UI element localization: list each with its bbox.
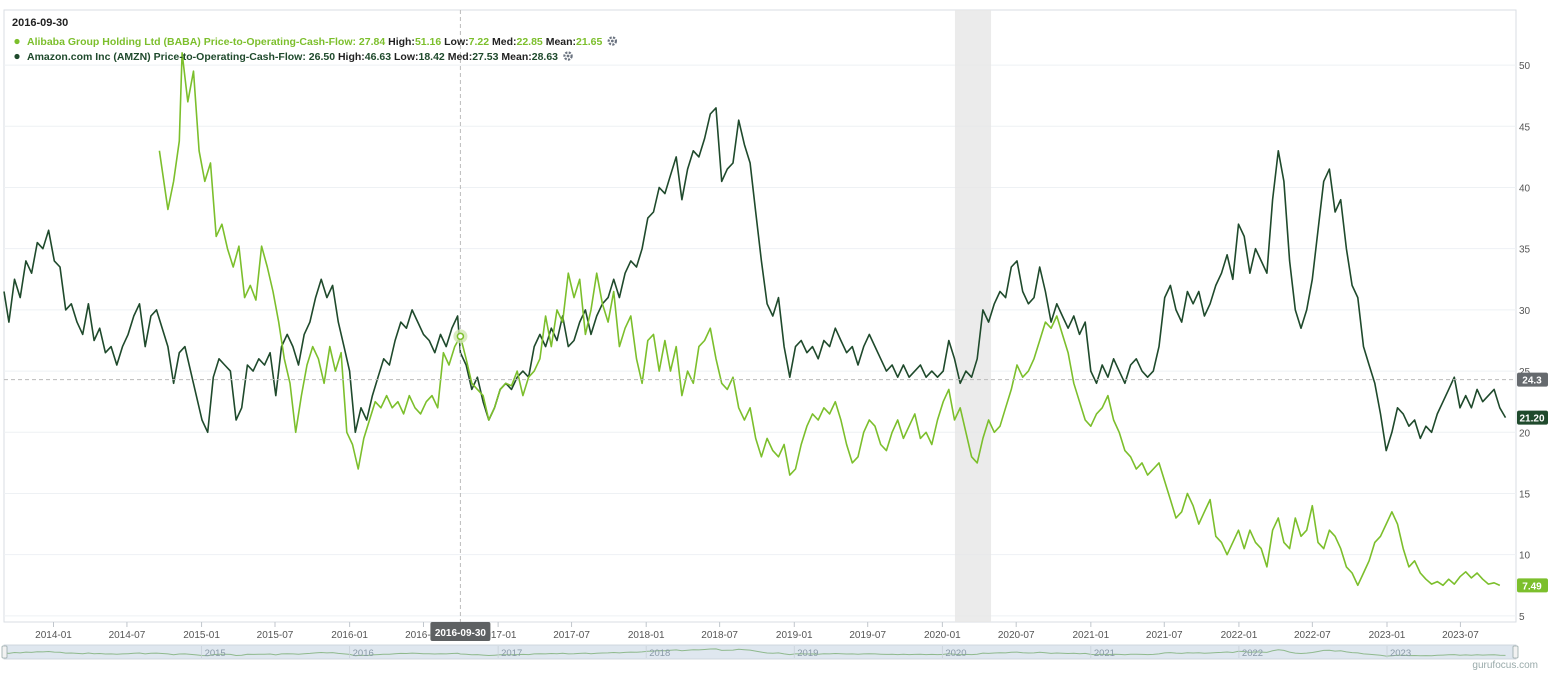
last-value-label-baba: 7.49 xyxy=(1522,581,1542,592)
navigator-year-label: 2016 xyxy=(353,648,374,659)
legend-item-amzn[interactable]: Amazon.com Inc (AMZN) Price-to-Operating… xyxy=(14,51,573,63)
x-tick-label: 2014-07 xyxy=(109,630,146,641)
legend-low-label: Low: xyxy=(391,51,418,63)
legend-label: Amazon.com Inc (AMZN) Price-to-Operating… xyxy=(27,51,558,63)
y-tick-label: 15 xyxy=(1519,489,1531,500)
date-tooltip-label: 2016-09-30 xyxy=(435,628,487,639)
legend-mean: 28.63 xyxy=(532,51,558,63)
x-tick-label: 2020-07 xyxy=(998,630,1035,641)
navigator-year-label: 2019 xyxy=(797,648,818,659)
x-tick-label: 2020-01 xyxy=(924,630,961,641)
last-value-badge-baba xyxy=(1517,578,1548,593)
legend-high: 51.16 xyxy=(415,36,441,48)
legend-med: 27.53 xyxy=(472,51,498,63)
x-tick-label: 2014-01 xyxy=(35,630,72,641)
legend-low: 18.42 xyxy=(419,51,445,63)
legend-mean-label: Mean: xyxy=(498,51,531,63)
x-tick-label: 2023-01 xyxy=(1369,630,1406,641)
last-value-badge-amzn xyxy=(1517,410,1548,425)
legend: Alibaba Group Holding Ltd (BABA) Price-t… xyxy=(14,36,618,63)
legend-settings-gear-icon[interactable] xyxy=(607,36,618,46)
legend-high-label: High: xyxy=(335,51,365,63)
legend-label: Alibaba Group Holding Ltd (BABA) Price-t… xyxy=(27,36,356,48)
y-tick-label: 10 xyxy=(1519,551,1531,562)
last-value-badges: 7.49 21.20 xyxy=(1517,410,1548,593)
x-tick-label: 2019-01 xyxy=(776,630,813,641)
last-value-label-amzn: 21.20 xyxy=(1519,414,1544,425)
y-tick-label: 45 xyxy=(1519,122,1531,133)
y-tick-label: 30 xyxy=(1519,306,1531,317)
y-tick-label: 5 xyxy=(1519,612,1525,623)
x-tick-label: 2017-01 xyxy=(480,630,517,641)
series-line-amzn xyxy=(3,107,1507,452)
legend-med-label: Med: xyxy=(489,36,516,48)
navigator-year-label: 2015 xyxy=(205,648,226,659)
x-axis: 2014-01 2014-07 2015-01 2015-07 2016-01 2016-… xyxy=(35,622,1479,641)
legend-high-label: High: xyxy=(385,36,415,48)
y-tick-label: 25 xyxy=(1519,367,1531,378)
navigator-year-label: 2020 xyxy=(945,648,966,659)
series-line-baba xyxy=(158,52,1501,587)
legend-label: Alibaba Group Holding Ltd (BABA) Price-t… xyxy=(27,36,602,48)
x-tick-label: 2019-07 xyxy=(849,630,886,641)
x-tick-label: 2015-01 xyxy=(183,630,220,641)
legend-mean: 21.65 xyxy=(576,36,602,48)
x-tick-label: 2017-07 xyxy=(553,630,590,641)
y-tick-label: 50 xyxy=(1519,61,1531,72)
navigator-year-label: 2023 xyxy=(1390,648,1411,659)
x-tick-label: 2016-01 xyxy=(331,630,368,641)
navigator-year-label: 2018 xyxy=(649,648,670,659)
legend-label: Amazon.com Inc (AMZN) Price-to-Operating… xyxy=(27,51,306,63)
navigator-year-label: 2022 xyxy=(1242,648,1263,659)
legend-high: 46.63 xyxy=(365,51,391,63)
hover-point-marker xyxy=(456,332,465,341)
crosshair-y-label: 24.3 xyxy=(1522,376,1542,387)
plot-frame xyxy=(3,9,1517,623)
series-layer xyxy=(3,52,1507,587)
navigator[interactable]: 2015 2016 2017 2018 2019 2020 2021 2022 2023 xyxy=(1,644,1519,660)
watermark: gurufocus.com xyxy=(1472,660,1538,671)
x-tick-label: 2018-07 xyxy=(701,630,738,641)
legend-med: 22.85 xyxy=(517,36,543,48)
grid-layer xyxy=(4,64,1516,617)
navigator-year-label: 2021 xyxy=(1094,648,1115,659)
legend-low: 7.22 xyxy=(469,36,490,48)
y-tick-label: 20 xyxy=(1519,428,1531,439)
hovered-date: 2016-09-30 xyxy=(12,17,68,29)
y-tick-label: 35 xyxy=(1519,245,1531,256)
legend-marker xyxy=(14,38,20,45)
legend-current: 26.50 xyxy=(306,51,335,63)
legend-low-label: Low: xyxy=(441,36,468,48)
y-tick-label: 40 xyxy=(1519,183,1531,194)
x-tick-label: 2016-07 xyxy=(405,630,442,641)
legend-med-label: Med: xyxy=(445,51,472,63)
x-tick-label: 2021-01 xyxy=(1072,630,1109,641)
legend-current: 27.84 xyxy=(356,36,385,48)
navigator-year-label: 2017 xyxy=(501,648,522,659)
x-tick-label: 2021-07 xyxy=(1146,630,1183,641)
navigator-mini-series xyxy=(3,648,1506,657)
navigator-handle-right[interactable] xyxy=(1512,645,1519,659)
legend-settings-gear-icon[interactable] xyxy=(563,51,573,61)
x-tick-label: 2018-01 xyxy=(628,630,665,641)
legend-mean-label: Mean: xyxy=(543,36,576,48)
navigator-handle-left[interactable] xyxy=(1,645,8,659)
legend-marker xyxy=(14,53,20,60)
navigator-year-labels: 2015 2016 2017 2018 2019 2020 2021 2022 2023 xyxy=(201,646,1411,659)
x-tick-label: 2015-07 xyxy=(257,630,294,641)
x-tick-label: 2023-07 xyxy=(1442,630,1479,641)
x-tick-label: 2022-01 xyxy=(1221,630,1258,641)
crosshair-y-badge: 24.3 xyxy=(1517,372,1548,387)
y-axis: 5 10 15 20 25 30 35 40 45 50 xyxy=(1519,61,1531,623)
x-tick-label: 2022-07 xyxy=(1294,630,1331,641)
legend-item-baba[interactable]: Alibaba Group Holding Ltd (BABA) Price-t… xyxy=(14,36,618,48)
date-tooltip: 2016-09-30 xyxy=(430,622,491,641)
